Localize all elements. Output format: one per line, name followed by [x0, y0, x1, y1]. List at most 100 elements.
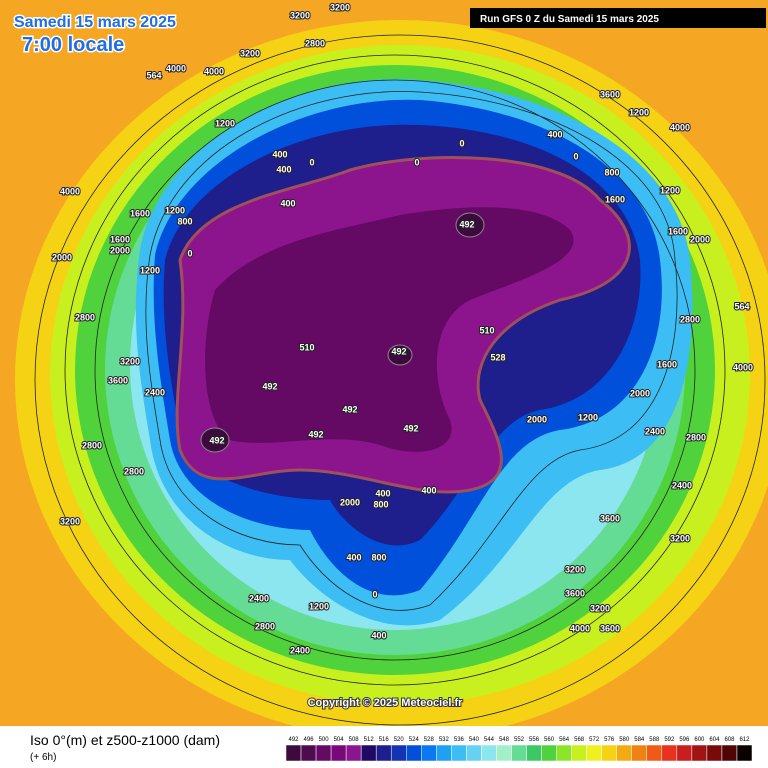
- scale-swatch: [631, 744, 648, 762]
- contour-label: 1200: [140, 265, 160, 275]
- contour-label: 4000: [570, 623, 590, 633]
- contour-label: 400: [276, 164, 291, 174]
- contour-label: 0: [309, 157, 314, 167]
- scale-label: 608: [724, 737, 735, 743]
- scale-swatch: [706, 744, 723, 762]
- contour-label: 400: [272, 149, 287, 159]
- contour-label: 1200: [629, 107, 649, 117]
- scale-label: 556: [529, 737, 540, 743]
- scale-swatch: [601, 744, 617, 762]
- scale-label: 504: [334, 737, 345, 743]
- contour-label: 2800: [305, 38, 325, 48]
- scale-swatch: [481, 744, 497, 762]
- contour-label: 3200: [240, 48, 260, 58]
- scale-swatch: [526, 744, 542, 762]
- map-low: [387, 344, 413, 366]
- scale-swatch: [691, 744, 708, 762]
- scale-swatch: [676, 744, 693, 762]
- scale-label: 580: [619, 737, 630, 743]
- contour-label: 2800: [75, 312, 95, 322]
- contour-label: 800: [373, 499, 388, 509]
- scale-label: 584: [634, 737, 645, 743]
- scale-label: 564: [559, 737, 570, 743]
- scale-label: 512: [364, 737, 375, 743]
- scale-label: 576: [604, 737, 615, 743]
- contour-label: 510: [479, 325, 494, 335]
- legend-step: (+ 6h): [30, 752, 56, 763]
- scale-label: 612: [739, 737, 750, 743]
- map: Copyright © 2025 Meteociel.fr 3200 3200 28…: [0, 0, 768, 740]
- scale-swatch: [721, 744, 738, 762]
- contour-label: 4000: [733, 362, 753, 372]
- scale-swatch: [451, 744, 467, 762]
- contour-label: 4000: [166, 63, 186, 73]
- contour-label: 800: [604, 167, 619, 177]
- contour-label: 3200: [590, 603, 610, 613]
- scale-label: 532: [439, 737, 450, 743]
- scale-label: 516: [379, 737, 390, 743]
- scale-label: 596: [679, 737, 690, 743]
- scale-swatch: [330, 744, 347, 762]
- contour-label: 800: [371, 552, 386, 562]
- contour-label: 2400: [249, 593, 269, 603]
- contour-label: 492: [262, 381, 277, 391]
- contour-label: 0: [187, 248, 192, 258]
- scale-label: 508: [349, 737, 360, 743]
- contour-label: 2000: [110, 245, 130, 255]
- contour-label: 400: [371, 630, 386, 640]
- scale-swatch: [285, 744, 302, 762]
- contour-label: 1200: [165, 205, 185, 215]
- contour-label: 1600: [130, 208, 150, 218]
- scale-label: 600: [694, 737, 705, 743]
- map-band: [205, 207, 574, 452]
- contour-label: 1600: [110, 234, 130, 244]
- contour-label: 1200: [309, 601, 329, 611]
- contour-label: 2800: [680, 314, 700, 324]
- scale-label: 492: [289, 737, 300, 743]
- scale-label: 520: [394, 737, 405, 743]
- contour-label: 3600: [108, 375, 128, 385]
- contour-label: 1200: [660, 185, 680, 195]
- contour-label: 3200: [330, 2, 350, 12]
- contour-label: 2800: [124, 466, 144, 476]
- scale-label: 500: [319, 737, 330, 743]
- scale-swatch: [586, 744, 602, 762]
- scale-swatch: [466, 744, 482, 762]
- scale-label: 552: [514, 737, 525, 743]
- contour-label: 492: [459, 219, 474, 229]
- contour-label: 2000: [690, 234, 710, 244]
- contour-label: 0: [372, 589, 377, 599]
- contour-label: 1200: [215, 118, 235, 128]
- contour-label: 3200: [60, 516, 80, 526]
- scale-swatch: [646, 744, 663, 762]
- contour-label: 400: [280, 198, 295, 208]
- contour-label: 3600: [600, 513, 620, 523]
- scale-label: 588: [649, 737, 660, 743]
- contour-label: 3600: [600, 89, 620, 99]
- contour-label: 492: [391, 346, 406, 356]
- scale-swatch: [616, 744, 632, 762]
- contour-label: 3600: [565, 588, 585, 598]
- contour-label: 2800: [82, 440, 102, 450]
- contour-label: 4000: [60, 186, 80, 196]
- contour-label: 400: [547, 129, 562, 139]
- scale-label: 548: [499, 737, 510, 743]
- scale-label: 536: [454, 737, 465, 743]
- contour-label: 528: [490, 352, 505, 362]
- contour-label: 1600: [657, 359, 677, 369]
- scale-swatch: [436, 744, 452, 762]
- scale-swatch: [661, 744, 678, 762]
- contour-label: 2800: [255, 621, 275, 631]
- contour-label: 564: [146, 70, 161, 80]
- scale-label: 528: [424, 737, 435, 743]
- header: Samedi 15 mars 2025 7:00 locale Run GFS …: [13, 8, 766, 58]
- scale-swatch: [511, 744, 527, 762]
- scale-label: 524: [409, 737, 420, 743]
- run-box: [470, 8, 766, 28]
- contour-label: 510: [299, 342, 314, 352]
- scale-swatch: [390, 744, 407, 762]
- contour-label: 400: [421, 485, 436, 495]
- scale-swatch: [556, 744, 572, 762]
